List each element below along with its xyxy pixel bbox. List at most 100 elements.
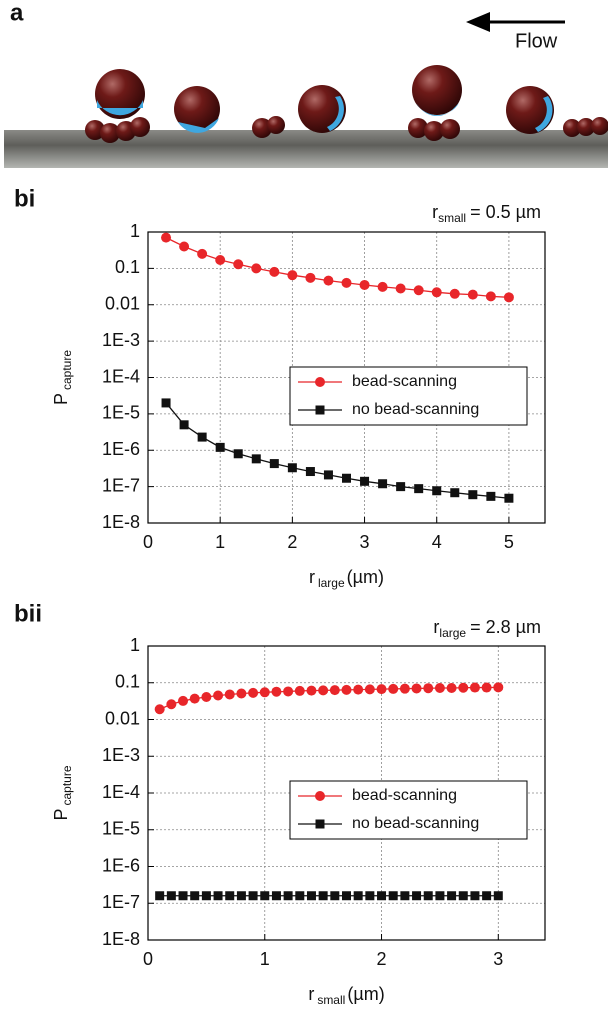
- marker: [359, 279, 370, 290]
- x-axis-subscript: small: [317, 993, 345, 1007]
- annotation-subscript: small: [438, 211, 466, 225]
- marker: [458, 891, 468, 901]
- y-tick-label: 1E-7: [102, 892, 140, 912]
- marker: [215, 254, 226, 265]
- x-tick-label: 1: [260, 949, 270, 969]
- y-axis-title: Pcapture: [51, 765, 74, 820]
- marker: [197, 248, 208, 259]
- marker: [396, 482, 406, 492]
- marker: [233, 449, 243, 459]
- marker: [179, 241, 190, 252]
- marker: [269, 459, 279, 469]
- marker: [412, 891, 422, 901]
- x-tick-label: 1: [215, 532, 225, 552]
- y-tick-label: 1E-5: [102, 403, 140, 423]
- annotation-subscript: large: [439, 626, 466, 640]
- marker: [468, 490, 478, 500]
- marker: [233, 259, 244, 270]
- legend-label: no bead-scanning: [352, 815, 479, 832]
- marker: [260, 891, 270, 901]
- marker: [189, 693, 200, 704]
- marker: [225, 891, 235, 901]
- y-axis-subscript: capture: [60, 350, 74, 390]
- marker: [318, 891, 328, 901]
- legend-label: bead-scanning: [352, 373, 457, 390]
- marker: [423, 683, 434, 694]
- marker: [305, 467, 315, 477]
- marker: [353, 684, 364, 695]
- legend-marker: [315, 791, 325, 801]
- x-tick-label: 4: [432, 532, 442, 552]
- marker: [432, 486, 442, 496]
- marker: [435, 891, 445, 901]
- x-axis-unit: (µm): [347, 984, 384, 1004]
- x-axis-title: r small (µm): [308, 984, 384, 1007]
- marker: [503, 292, 514, 303]
- marker: [482, 891, 492, 901]
- y-tick-label: 1: [130, 221, 140, 241]
- y-tick-label: 0.01: [105, 294, 140, 314]
- marker: [306, 685, 317, 696]
- y-tick-label: 1E-8: [102, 929, 140, 949]
- annotation-symbol: r: [432, 202, 438, 222]
- y-tick-label: 1E-3: [102, 330, 140, 350]
- x-axis-symbol: r: [309, 567, 315, 587]
- marker: [295, 891, 305, 901]
- marker: [446, 682, 457, 693]
- plot-frame: [147, 231, 546, 524]
- marker: [400, 891, 410, 901]
- marker: [467, 289, 478, 300]
- x-tick-label: 5: [504, 532, 514, 552]
- x-tick-label: 3: [493, 949, 503, 969]
- marker: [259, 687, 270, 698]
- legend-marker: [315, 819, 325, 829]
- marker: [179, 420, 189, 430]
- marker: [423, 891, 433, 901]
- marker: [306, 891, 316, 901]
- y-tick-label: 1E-8: [102, 512, 140, 532]
- x-tick-label: 2: [377, 949, 387, 969]
- marker: [215, 442, 225, 452]
- marker: [431, 287, 442, 298]
- y-tick-label: 0.1: [115, 672, 140, 692]
- marker: [481, 682, 492, 693]
- marker: [248, 687, 259, 698]
- marker: [161, 398, 171, 408]
- marker: [353, 891, 363, 901]
- marker: [364, 684, 375, 695]
- marker: [388, 683, 399, 694]
- panel-label: a: [10, 0, 24, 26]
- marker: [469, 682, 480, 693]
- legend-box: [289, 780, 528, 840]
- marker: [434, 682, 445, 693]
- y-axis-title: Pcapture: [51, 350, 74, 405]
- flow-label: Flow: [515, 30, 558, 52]
- y-tick-label: 1E-3: [102, 745, 140, 765]
- marker: [190, 891, 200, 901]
- x-axis-symbol: r: [308, 984, 314, 1004]
- x-axis-unit: (µm): [347, 567, 384, 587]
- panel-a-illustration: a Flow: [4, 0, 608, 168]
- marker: [161, 232, 172, 243]
- marker: [342, 891, 351, 901]
- legend-box: [289, 366, 528, 426]
- x-tick-label: 2: [287, 532, 297, 552]
- marker: [493, 891, 503, 901]
- marker: [330, 891, 340, 901]
- y-tick-label: 0.1: [115, 257, 140, 277]
- marker: [248, 891, 258, 901]
- marker: [166, 699, 177, 710]
- panel-label: bii: [14, 600, 42, 627]
- marker: [414, 484, 424, 494]
- annotation: rlarge = 2.8 µm: [433, 617, 541, 640]
- marker: [365, 891, 375, 901]
- series-line: [165, 237, 509, 298]
- marker: [251, 454, 261, 464]
- marker: [323, 275, 334, 286]
- marker: [236, 891, 246, 901]
- marker: [287, 463, 297, 473]
- y-tick-label: 1E-4: [102, 366, 140, 386]
- y-tick-label: 0.01: [105, 708, 140, 728]
- marker: [271, 891, 281, 901]
